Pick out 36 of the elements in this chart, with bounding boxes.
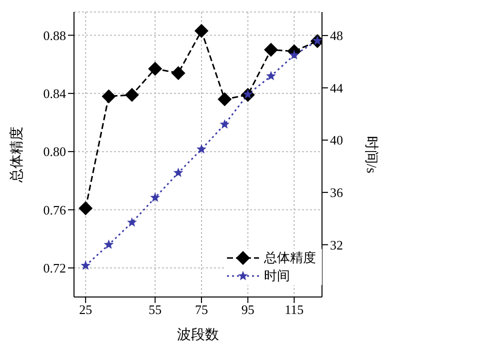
y-tick-label: 0.84 (43, 86, 66, 102)
y2-tick-label: 36 (330, 185, 344, 200)
point (102, 89, 116, 104)
legend-label: 时间 (264, 267, 290, 285)
y2-tick-label: 44 (330, 80, 344, 96)
x-axis-title: 波段数 (177, 327, 219, 343)
y2-tick-label: 32 (330, 237, 343, 252)
y2-tick-label: 48 (330, 28, 343, 44)
y2-tick-label: 40 (330, 132, 343, 148)
point (124, 88, 139, 102)
y-tick-label: 0.76 (43, 202, 66, 218)
point (194, 24, 208, 38)
point (171, 66, 186, 80)
x-tick-label: 95 (241, 302, 254, 318)
point (80, 260, 91, 270)
point (264, 42, 278, 57)
point (196, 144, 206, 154)
point (148, 62, 162, 76)
x-tick-label: 25 (79, 302, 92, 318)
point (78, 201, 93, 216)
point (150, 192, 160, 202)
point (266, 70, 276, 80)
legend-label: 总体精度 (264, 249, 316, 267)
y-tick-label: 0.80 (43, 144, 66, 160)
y2-axis-title: 时间/s (363, 136, 380, 174)
y-tick-label: 0.88 (43, 28, 66, 43)
x-tick-label: 55 (148, 302, 162, 318)
point (127, 217, 137, 227)
point (218, 92, 232, 106)
point (220, 119, 230, 129)
point (173, 168, 184, 178)
x-tick-label: 75 (194, 302, 208, 318)
y-axis-title: 总体精度 (8, 126, 25, 184)
point (104, 240, 114, 249)
y-tick-label: 0.72 (43, 260, 66, 276)
x-tick-label: 115 (284, 302, 304, 318)
